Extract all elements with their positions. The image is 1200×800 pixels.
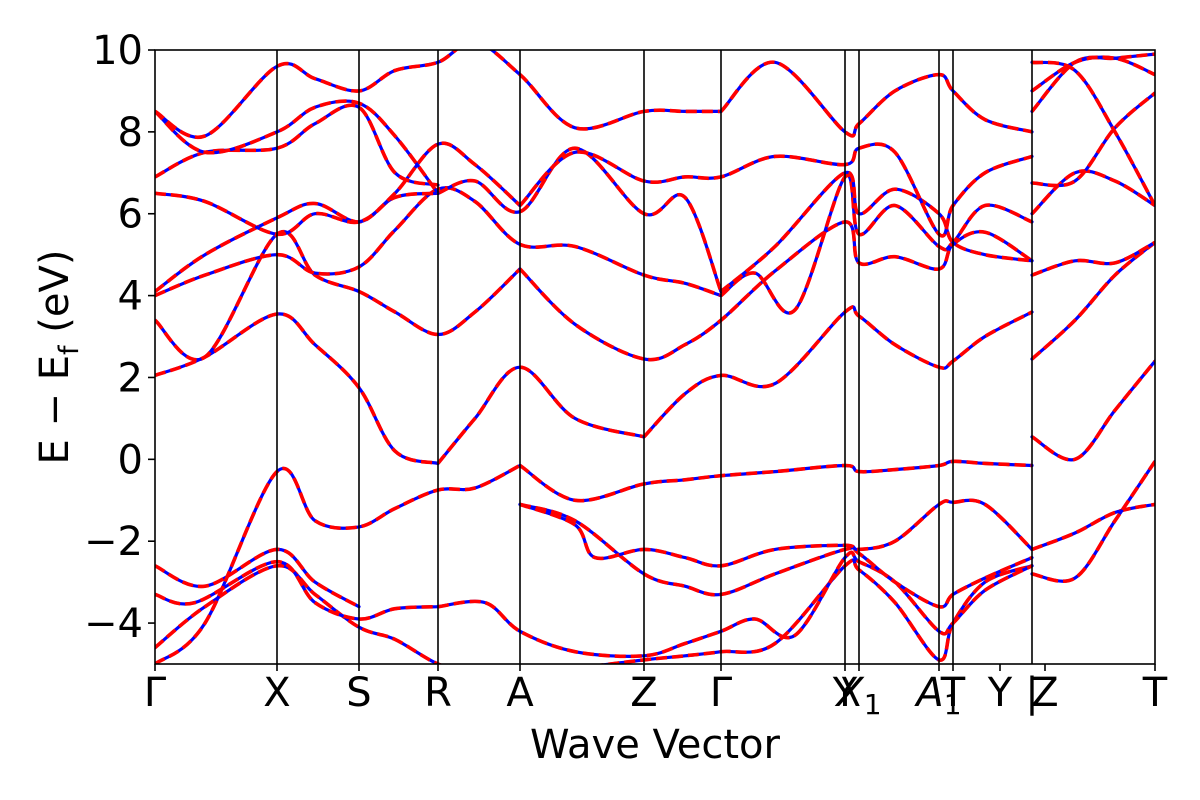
y-tick-label: −2: [84, 519, 143, 565]
y-tick-label: 8: [118, 110, 143, 156]
band-line-dashed: [642, 305, 1033, 439]
x-tick-label: T: [1142, 670, 1168, 716]
band-line-dashed: [1031, 359, 1155, 462]
high-symmetry-lines: [276, 50, 1033, 664]
x-ticks: Γ X S R A Z Γ YX1 A1T Y |Z T: [144, 664, 1168, 721]
band-line-dashed: [719, 170, 1033, 293]
band-line-dashed: [1031, 60, 1155, 207]
x-tick-label: S: [346, 670, 371, 716]
band-line-dashed: [155, 463, 521, 664]
y-axis-label-unit: (eV): [32, 250, 78, 346]
x-tick-label: Z: [1031, 670, 1058, 716]
x-tick-label: X1: [834, 670, 881, 721]
band-line-dashed: [1030, 169, 1155, 216]
y-tick-label: 6: [118, 192, 143, 238]
x-tick-label: Γ: [144, 670, 167, 716]
x-tick-label: T: [940, 670, 966, 716]
band-line-dashed: [1031, 502, 1155, 552]
y-ticks: −4 −2 0 2 4 6 8 10: [84, 28, 155, 647]
x-tick-label: |: [1025, 670, 1038, 716]
band-line-dashed: [155, 191, 439, 293]
x-tick-label: R: [424, 670, 452, 716]
band-line-dashed: [1031, 91, 1155, 188]
band-line-dashed: [1030, 55, 1155, 93]
x-tick-label: Y: [987, 670, 1013, 716]
band-line-dashed: [155, 99, 440, 195]
y-tick-label: −4: [84, 601, 143, 647]
band-line-dashed: [155, 559, 439, 621]
plot-frame: [154, 49, 1156, 665]
band-line-dashed: [437, 550, 1033, 659]
band-line-dashed: [437, 146, 723, 293]
y-tick-label: 4: [118, 274, 143, 320]
band-line-dashed: [719, 60, 1033, 138]
y-tick-label: 0: [118, 437, 143, 483]
band-line-dashed: [519, 498, 1034, 568]
x-tick-label: A: [506, 670, 534, 716]
y-tick-label: 2: [118, 355, 143, 401]
y-tick-label: 10: [92, 28, 143, 74]
x-tick-label: Y: [832, 670, 858, 716]
band-line-dashed: [1031, 460, 1155, 584]
y-axis-label: E − Ef (eV): [32, 250, 85, 465]
band-line-dashed: [155, 229, 522, 362]
x-tick-label: Z: [630, 670, 657, 716]
x-tick-label: X: [263, 670, 290, 716]
y-axis-label-subscript: f: [54, 344, 85, 355]
band-line-dashed: [1031, 240, 1155, 277]
band-line-dashed: [155, 141, 522, 237]
band-line-dashed: [1030, 240, 1155, 361]
x-tick-label: Γ: [710, 670, 733, 716]
x-tick-label: A1: [913, 670, 961, 721]
y-axis-label-main: E − E: [32, 355, 78, 465]
x-axis-label: Wave Vector: [530, 722, 781, 768]
